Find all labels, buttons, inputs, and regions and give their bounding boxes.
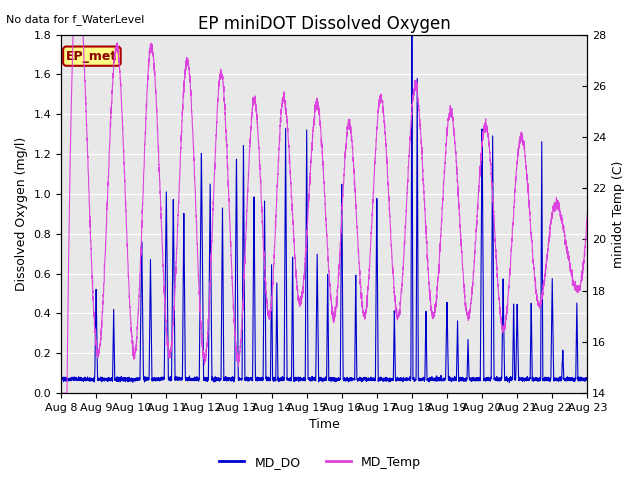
Text: EP_met: EP_met [67,49,118,63]
Legend: MD_DO, MD_Temp: MD_DO, MD_Temp [214,451,426,474]
Text: No data for f_WaterLevel: No data for f_WaterLevel [6,14,145,25]
Y-axis label: Dissolved Oxygen (mg/l): Dissolved Oxygen (mg/l) [15,137,28,291]
X-axis label: Time: Time [309,419,340,432]
Title: EP miniDOT Dissolved Oxygen: EP miniDOT Dissolved Oxygen [198,15,451,33]
Y-axis label: minidot Temp (C): minidot Temp (C) [612,160,625,267]
